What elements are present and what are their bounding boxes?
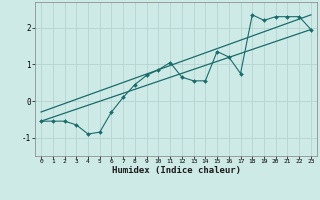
X-axis label: Humidex (Indice chaleur): Humidex (Indice chaleur) (111, 166, 241, 175)
